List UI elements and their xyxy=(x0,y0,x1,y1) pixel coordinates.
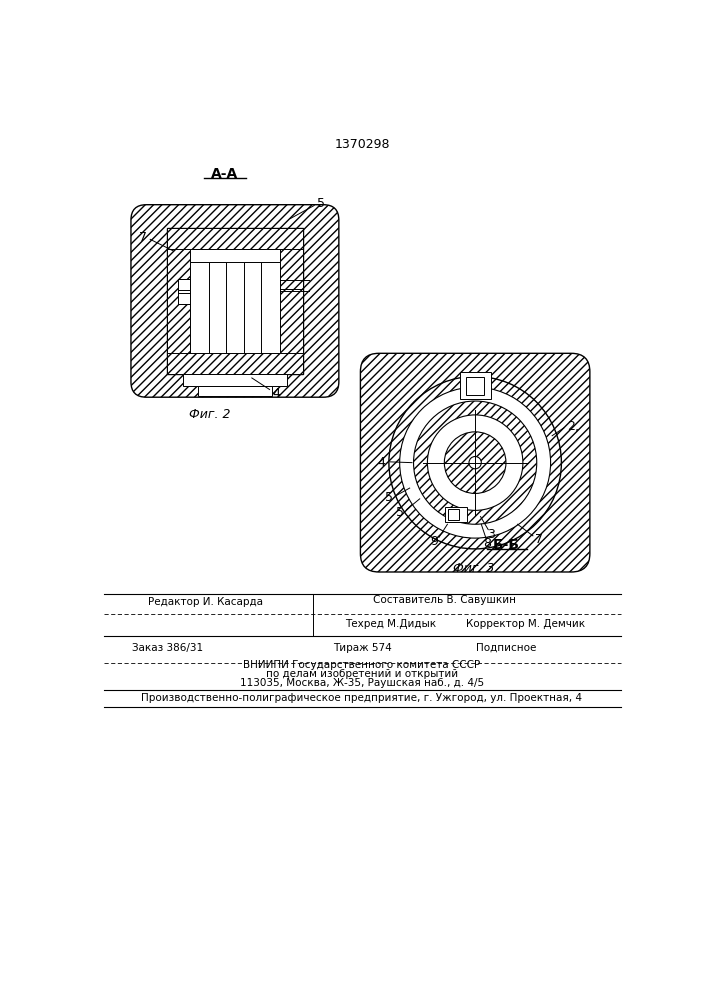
Bar xyxy=(466,377,484,395)
Bar xyxy=(460,372,491,399)
Circle shape xyxy=(414,401,537,524)
Bar xyxy=(448,509,460,520)
Text: 4: 4 xyxy=(272,387,281,400)
Bar xyxy=(167,228,303,374)
Text: 1370298: 1370298 xyxy=(334,138,390,151)
Text: Подписное: Подписное xyxy=(476,643,536,653)
Text: 5: 5 xyxy=(385,491,393,504)
Text: Фиг. 3: Фиг. 3 xyxy=(453,562,494,575)
Bar xyxy=(167,228,303,249)
Text: Тираж 574: Тираж 574 xyxy=(332,643,392,653)
Text: 3: 3 xyxy=(486,528,494,541)
Text: 7: 7 xyxy=(139,231,146,244)
Text: Б-Б: Б-Б xyxy=(493,538,520,552)
Text: Производственно-полиграфическое предприятие, г. Ужгород, ул. Проектная, 4: Производственно-полиграфическое предприя… xyxy=(141,693,583,703)
Text: Составитель В. Савушкин: Составитель В. Савушкин xyxy=(373,595,516,605)
Text: ВНИИПИ Государственного комитета СССР: ВНИИПИ Государственного комитета СССР xyxy=(243,660,481,670)
Bar xyxy=(190,249,279,262)
Circle shape xyxy=(428,415,523,510)
Text: А-А: А-А xyxy=(211,167,238,181)
Text: 2: 2 xyxy=(568,420,575,433)
Bar xyxy=(445,507,467,522)
Text: 9: 9 xyxy=(431,535,438,548)
Bar xyxy=(190,249,279,353)
Text: Фиг. 2: Фиг. 2 xyxy=(189,408,230,421)
FancyBboxPatch shape xyxy=(131,205,339,397)
Bar xyxy=(244,262,261,353)
Bar xyxy=(209,262,226,353)
FancyBboxPatch shape xyxy=(361,353,590,572)
Bar xyxy=(167,228,190,374)
Text: 113035, Москва, Ж-35, Раушская наб., д. 4/5: 113035, Москва, Ж-35, Раушская наб., д. … xyxy=(240,678,484,688)
Text: 5: 5 xyxy=(317,197,325,210)
Circle shape xyxy=(389,376,561,549)
Text: ,: , xyxy=(575,422,579,434)
Circle shape xyxy=(469,456,481,469)
Bar xyxy=(178,290,190,304)
Text: 7: 7 xyxy=(535,533,543,546)
Text: 5: 5 xyxy=(396,506,404,519)
Text: Заказ 386/31: Заказ 386/31 xyxy=(132,643,203,653)
Text: Редактор И. Касарда: Редактор И. Касарда xyxy=(148,597,263,607)
Circle shape xyxy=(444,432,506,493)
Text: Корректор М. Демчик: Корректор М. Демчик xyxy=(466,619,585,629)
Text: Техред М.Дидык: Техред М.Дидык xyxy=(345,619,436,629)
Bar xyxy=(167,353,303,374)
Bar xyxy=(178,279,190,293)
Text: по делам изобретений и открытий: по делам изобретений и открытий xyxy=(266,669,458,679)
Bar xyxy=(279,228,303,374)
Bar xyxy=(182,374,287,386)
Bar xyxy=(198,386,272,396)
Text: 4: 4 xyxy=(378,456,385,469)
Text: 8: 8 xyxy=(483,537,491,550)
Circle shape xyxy=(399,387,551,538)
